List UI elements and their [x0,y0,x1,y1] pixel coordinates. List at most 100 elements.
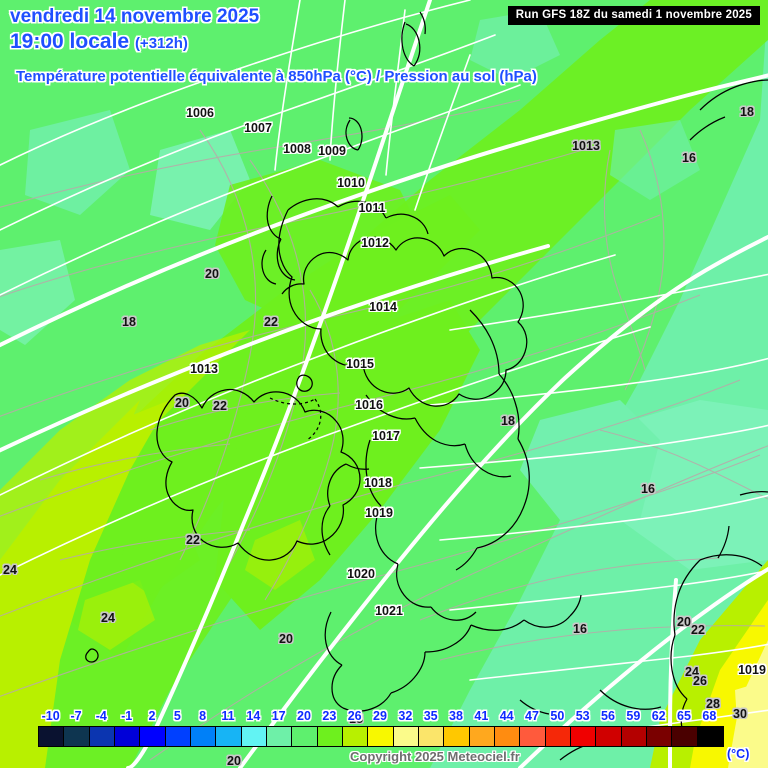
color-scale-tick: -1 [121,709,133,723]
color-scale-tick: 62 [651,709,666,723]
color-swatch [418,727,445,746]
isobar-label: 1020 [347,566,375,581]
isotherm-label: 16 [682,150,696,165]
isotherm-label: 20 [677,614,691,629]
color-scale-tick: 56 [601,709,615,723]
color-swatch [469,727,495,746]
isotherm-label: 22 [264,314,278,329]
isobar-label: 1015 [346,356,374,371]
color-swatch [393,727,419,746]
color-scale-tick: 23 [322,709,337,723]
color-scale-tick: 65 [677,709,691,723]
isobar-label: 1011 [358,200,386,215]
forecast-date-label: vendredi 14 novembre 2025 [10,6,260,27]
forecast-time-label: 19:00 locale (+312h) [10,30,188,54]
color-swatch [190,727,217,746]
color-scale-tick: 59 [626,709,641,723]
color-swatch [39,727,65,746]
color-swatch [646,727,673,746]
isotherm-label: 30 [733,706,747,721]
color-swatch [241,727,267,746]
isobar-label: 1017 [372,428,400,443]
color-swatch [570,727,597,746]
color-scale-tick: 20 [297,709,311,723]
color-scale-tick: 50 [550,709,565,723]
color-swatch [89,727,115,746]
color-scale-tick: 11 [221,709,235,723]
isobar-label: 1013 [190,361,218,376]
isobar-label: 1010 [337,175,365,190]
isotherm-label: 26 [693,673,707,688]
color-scale: -10 -7 -4 -1 2 5 8 11 14 17 20 23 26 29 32 35 38 41 44 47 50… [0,700,768,768]
color-scale-tick: 68 [702,709,717,723]
isotherm-label: 18 [122,314,136,329]
isobar-label: 1008 [283,141,311,156]
color-scale-ticks: -10 -7 -4 -1 2 5 8 11 14 17 20 23 26 29 32 35 38 41 44 47 50… [0,700,768,726]
color-scale-tick: 26 [347,709,362,723]
isotherm-label: 16 [641,481,655,496]
copyright-label: Copyright 2025 Meteociel.fr [350,749,520,764]
isotherm-label: 1013 [572,138,600,153]
color-swatch [140,727,166,746]
isotherm-label: 20 [227,753,241,768]
color-swatch [114,727,141,746]
isobar-label: 1012 [361,235,389,250]
color-scale-tick: 53 [575,709,590,723]
color-scale-tick: 2 [148,709,156,723]
color-swatch [672,727,698,746]
color-swatch [266,727,293,746]
color-scale-tick: 47 [525,709,539,723]
isobar-label: 1018 [364,475,392,490]
color-scale-tick: 38 [449,709,463,723]
isobar-label: 1014 [369,299,397,314]
color-swatch [165,727,191,746]
color-swatch [444,727,470,746]
color-scale-tick: 29 [373,709,387,723]
color-scale-tick: 8 [199,709,207,723]
color-swatch [621,727,647,746]
isotherm-label: 20 [175,395,189,410]
isotherm-label: 28 [706,696,720,711]
isotherm-label: 18 [501,413,515,428]
color-swatch [317,727,343,746]
color-scale-tick: 44 [499,709,514,723]
isobar-label: 1007 [244,120,272,135]
color-scale-tick: -4 [95,709,107,723]
model-run-banner: Run GFS 18Z du samedi 1 novembre 2025 [507,6,760,25]
isobar-label: 1019 [738,662,766,677]
isotherm-label: 20 [279,631,293,646]
color-swatch [292,727,318,746]
color-scale-tick: 14 [246,709,261,723]
isotherm-label: 22 [186,532,200,547]
isobar-label: 1019 [365,505,393,520]
isobar-label: 1016 [355,397,383,412]
color-swatch [64,727,90,746]
color-swatch [520,727,546,746]
isobar-label: 1009 [318,143,346,158]
isobar-lines [0,0,768,741]
isotherm-label: 24 [101,610,115,625]
color-swatch [596,727,622,746]
forecast-time-value: 19:00 locale [10,30,130,53]
color-swatch [545,727,571,746]
isotherm-label: 20 [205,266,219,281]
color-scale-tick: -10 [41,709,60,723]
isobar-label: 1006 [186,105,214,120]
color-swatch [368,727,394,746]
isotherm-label: 16 [573,621,587,636]
color-scale-tick: 32 [398,709,413,723]
color-scale-tick: 41 [474,709,489,723]
color-swatch [216,727,242,746]
isotherm-label: 22 [691,622,705,637]
isotherm-label: 24 [3,562,17,577]
isotherm-label: 18 [349,711,363,726]
color-scale-unit-label: (°C) [727,747,750,761]
color-scale-tick: 35 [423,709,438,723]
isotherm-label: 22 [213,398,227,413]
isotherm-label: 24 [685,664,699,679]
isotherm-label: 18 [740,104,754,119]
isobar-label: 1021 [375,603,403,618]
color-scale-tick: 5 [173,709,181,723]
